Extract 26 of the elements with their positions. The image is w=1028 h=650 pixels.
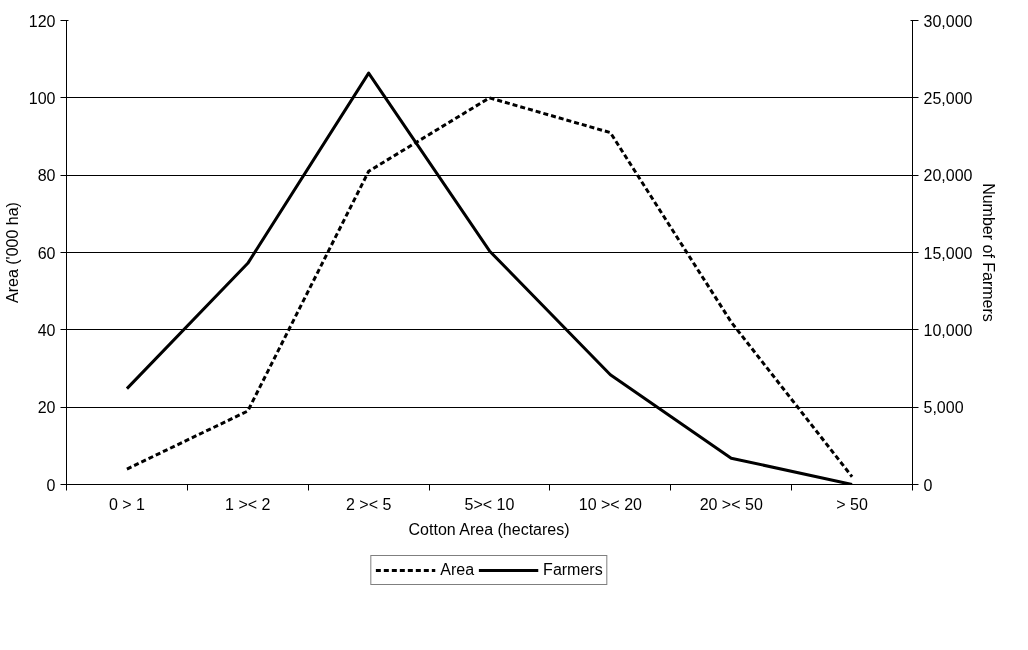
y2-tick-label: 0 bbox=[923, 476, 933, 494]
x-tick-label: 0 > 1 bbox=[108, 495, 146, 513]
y-tick-label: 120 bbox=[28, 12, 56, 30]
y2-tick-label: 10,000 bbox=[923, 321, 973, 339]
y-tick-label: 20 bbox=[37, 399, 56, 417]
x-tick-label: 2 >< 5 bbox=[345, 495, 392, 513]
x-tick-label: 5>< 10 bbox=[464, 495, 515, 513]
y-tick-label: 0 bbox=[46, 476, 56, 494]
y2-tick-label: 25,000 bbox=[923, 89, 973, 107]
x-tick-label: 1 >< 2 bbox=[225, 495, 271, 513]
x-axis-title: Cotton Area (hectares) bbox=[408, 520, 570, 538]
y2-tick-label: 20,000 bbox=[923, 167, 973, 185]
legend-label: Area bbox=[440, 561, 475, 579]
x-tick-label: > 50 bbox=[836, 495, 868, 513]
y2-tick-label: 5,000 bbox=[923, 399, 964, 417]
y-tick-label: 80 bbox=[37, 167, 56, 185]
x-tick-label: 10 >< 20 bbox=[578, 495, 643, 513]
legend-label: Farmers bbox=[543, 561, 603, 579]
y-axis-title: Area ('000 ha) bbox=[3, 202, 21, 303]
x-tick-label: 20 >< 50 bbox=[699, 495, 763, 513]
y-tick-label: 100 bbox=[28, 89, 56, 107]
y2-axis-title: Number of Farmers bbox=[980, 183, 998, 322]
y-tick-label: 60 bbox=[37, 244, 56, 262]
y2-tick-label: 30,000 bbox=[923, 12, 973, 30]
y-tick-label: 40 bbox=[37, 321, 56, 339]
y2-tick-label: 15,000 bbox=[923, 244, 973, 262]
